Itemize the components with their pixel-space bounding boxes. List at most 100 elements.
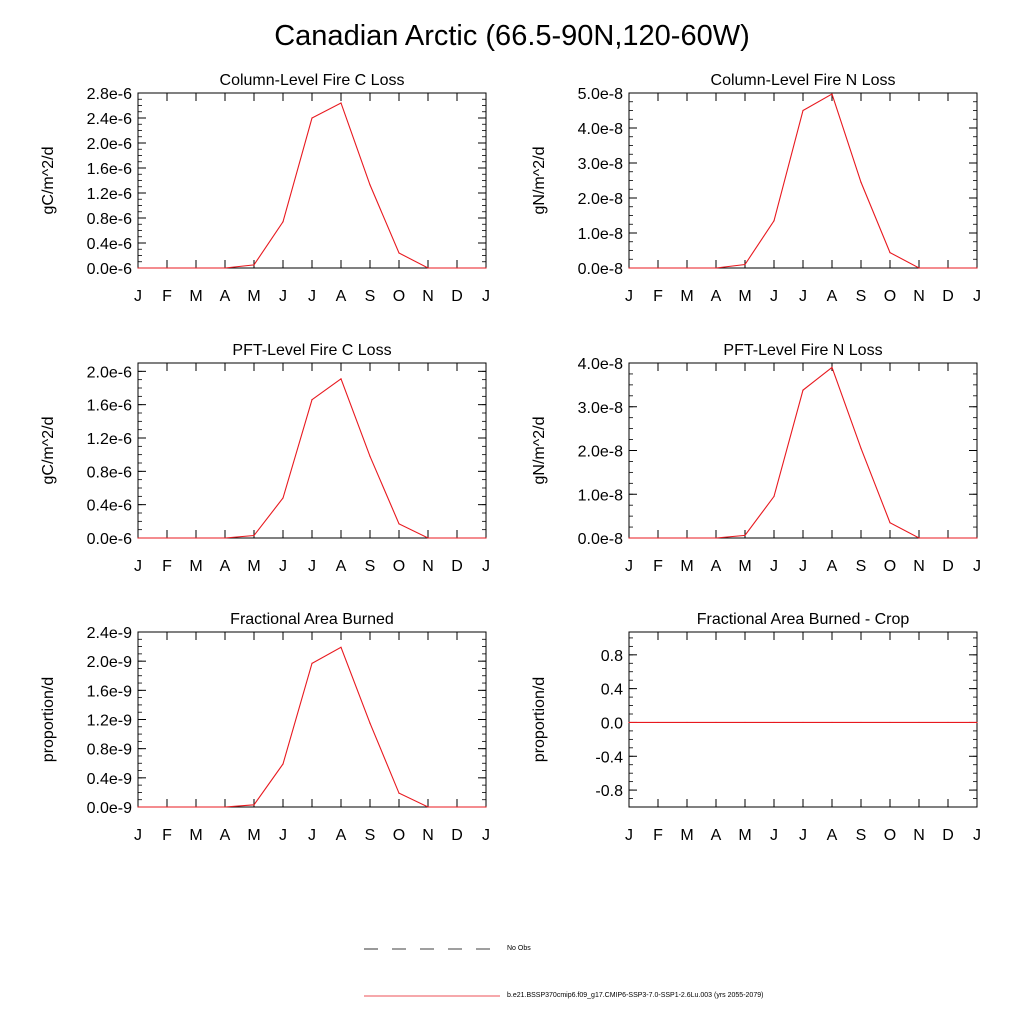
y-axis-label: gN/m^2/d [531, 417, 548, 485]
x-tick-label: A [220, 288, 231, 305]
x-tick-label: J [279, 558, 287, 575]
panel-2: PFT-Level Fire C Loss gC/m^2/d 0.0e-6 0.4e-… [40, 342, 490, 575]
x-tick-label: A [827, 827, 838, 844]
x-tick-label: M [189, 827, 202, 844]
series-line [138, 102, 486, 269]
panel-title: PFT-Level Fire N Loss [723, 342, 882, 359]
data-point [744, 721, 746, 724]
data-point [166, 267, 168, 269]
data-point [369, 184, 371, 186]
y-tick-label: 2.8e-6 [87, 86, 132, 103]
y-tick-label: 2.0e-6 [87, 364, 132, 381]
panel-title: Column-Level Fire C Loss [220, 72, 405, 89]
data-point [311, 399, 313, 401]
y-tick-label: 0.0 [601, 715, 623, 732]
y-tick-label: 1.0e-8 [578, 487, 623, 504]
y-tick-label: 2.0e-9 [87, 654, 132, 671]
data-point [427, 806, 429, 808]
x-tick-label: J [482, 558, 490, 575]
data-point [889, 252, 891, 254]
y-tick-label: -0.4 [595, 749, 623, 766]
y-tick-label: 1.6e-6 [87, 161, 132, 178]
panel-title: Fractional Area Burned [230, 611, 394, 628]
x-tick-label: J [482, 288, 490, 305]
panel-frame [628, 92, 978, 269]
panel-0: Column-Level Fire C Loss gC/m^2/d 0.0e-6 0.… [40, 72, 490, 305]
data-point [253, 804, 255, 806]
data-point [918, 537, 920, 539]
data-point [802, 389, 804, 391]
data-point [456, 267, 458, 269]
data-point [947, 537, 949, 539]
x-tick-label: N [913, 827, 925, 844]
x-tick-label: O [884, 288, 896, 305]
x-tick-label: S [365, 288, 376, 305]
data-point [657, 537, 659, 539]
x-tick-label: N [422, 827, 434, 844]
y-tick-label: 0.8 [601, 648, 623, 665]
x-tick-label: A [336, 558, 347, 575]
x-tick-label: M [738, 827, 751, 844]
x-tick-label: D [942, 827, 954, 844]
data-point [398, 792, 400, 794]
data-point [427, 537, 429, 539]
panel-3: PFT-Level Fire N Loss gN/m^2/d 0.0e-8 1.0e-… [531, 342, 981, 575]
data-point [744, 534, 746, 536]
data-point [485, 537, 487, 539]
data-point [773, 220, 775, 222]
data-point [224, 806, 226, 808]
x-tick-label: N [913, 558, 925, 575]
y-tick-label: 1.0e-8 [578, 226, 623, 243]
x-tick-label: O [393, 288, 405, 305]
y-axis-label: proportion/d [40, 677, 57, 762]
panel-frame [137, 631, 487, 808]
data-point [398, 523, 400, 525]
y-tick-label: 3.0e-8 [578, 156, 623, 173]
x-tick-label: A [220, 558, 231, 575]
data-point [628, 267, 630, 269]
x-tick-label: M [247, 288, 260, 305]
panel-frame [628, 362, 978, 539]
y-tick-label: 0.8e-6 [87, 211, 132, 228]
x-tick-label: J [799, 558, 807, 575]
panel-1: Column-Level Fire N Loss gN/m^2/d 0.0e-8 1.… [531, 72, 981, 305]
y-tick-label: 3.0e-8 [578, 400, 623, 417]
x-tick-label: S [856, 827, 867, 844]
data-point [224, 537, 226, 539]
data-point [485, 267, 487, 269]
data-point [340, 646, 342, 648]
legend-label-model: b.e21.BSSP370cmip6.f09_g17.CMIP6-SSP3-7.… [507, 992, 764, 999]
data-point [195, 806, 197, 808]
data-point [773, 721, 775, 724]
y-tick-label: -0.8 [595, 783, 623, 800]
data-point [715, 537, 717, 539]
x-tick-label: A [827, 288, 838, 305]
data-point [456, 806, 458, 808]
y-tick-label: 0.4e-6 [87, 498, 132, 515]
data-point [976, 537, 978, 539]
panel-title: Column-Level Fire N Loss [711, 72, 896, 89]
data-point [831, 721, 833, 724]
x-tick-label: O [884, 558, 896, 575]
data-point [889, 721, 891, 724]
data-point [311, 117, 313, 119]
x-tick-label: S [856, 558, 867, 575]
data-point [976, 721, 978, 724]
data-point [195, 537, 197, 539]
x-tick-label: J [279, 827, 287, 844]
x-tick-label: J [482, 827, 490, 844]
y-tick-label: 0.4e-9 [87, 771, 132, 788]
x-tick-label: D [451, 558, 463, 575]
data-point [889, 522, 891, 524]
y-tick-label: 4.0e-8 [578, 121, 623, 138]
data-point [831, 366, 833, 368]
panel-5: Fractional Area Burned - Crop proportion/… [531, 611, 981, 844]
data-point [860, 181, 862, 183]
data-point [253, 534, 255, 537]
y-tick-label: 0.8e-9 [87, 742, 132, 759]
x-tick-label: J [799, 827, 807, 844]
data-point [715, 721, 717, 724]
y-tick-label: 0.8e-6 [87, 464, 132, 481]
data-point [831, 93, 833, 95]
